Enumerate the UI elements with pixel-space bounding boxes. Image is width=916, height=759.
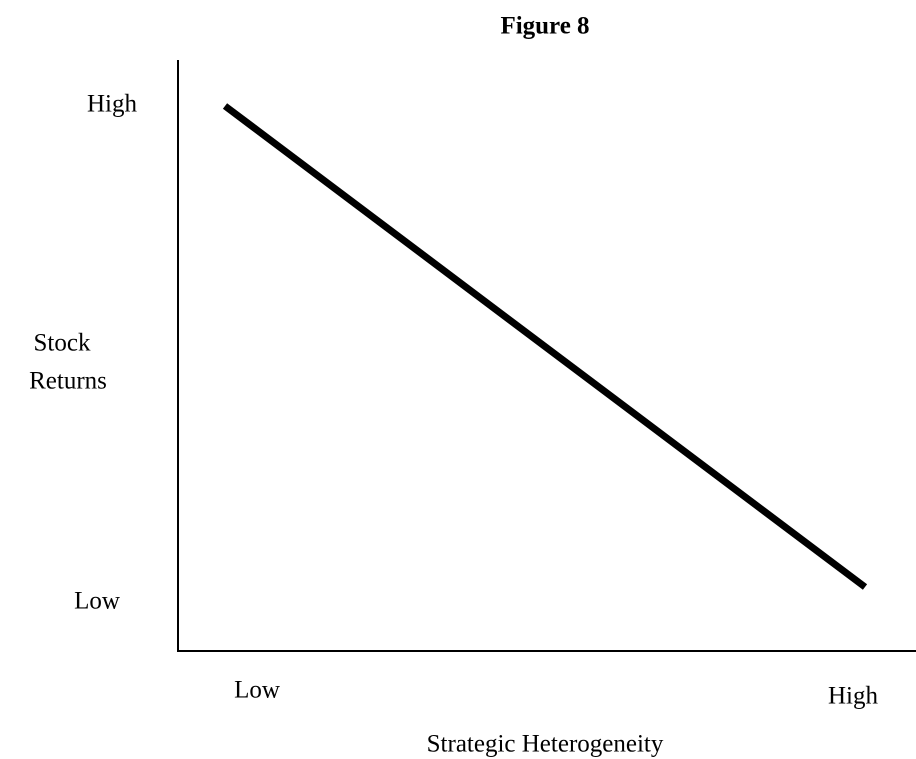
y-axis-label: Returns xyxy=(29,368,107,395)
x-axis-label: Strategic Heterogeneity xyxy=(427,731,664,758)
y-axis-label: Stock xyxy=(34,330,91,357)
x-tick-label: High xyxy=(828,683,879,710)
trend-line xyxy=(222,103,868,590)
x-tick-label: Low xyxy=(234,677,280,704)
y-tick-label: High xyxy=(87,91,138,118)
y-tick-label: Low xyxy=(74,588,120,615)
figure-title: Figure 8 xyxy=(500,13,589,40)
